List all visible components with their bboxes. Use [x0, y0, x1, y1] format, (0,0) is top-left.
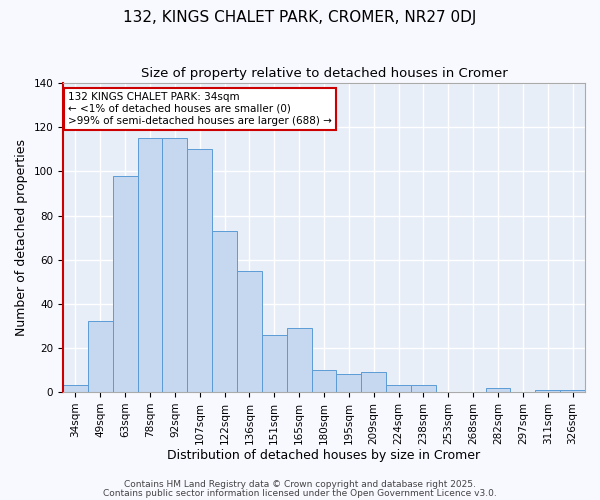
Bar	[485, 388, 511, 392]
Text: 132 KINGS CHALET PARK: 34sqm
← <1% of detached houses are smaller (0)
>99% of se: 132 KINGS CHALET PARK: 34sqm ← <1% of de…	[68, 92, 332, 126]
Bar	[386, 386, 411, 392]
Y-axis label: Number of detached properties: Number of detached properties	[15, 139, 28, 336]
Bar	[311, 370, 337, 392]
X-axis label: Distribution of detached houses by size in Cromer: Distribution of detached houses by size …	[167, 450, 481, 462]
Bar	[337, 374, 361, 392]
Bar	[361, 372, 386, 392]
Text: Contains HM Land Registry data © Crown copyright and database right 2025.: Contains HM Land Registry data © Crown c…	[124, 480, 476, 489]
Bar	[163, 138, 187, 392]
Bar	[535, 390, 560, 392]
Bar	[113, 176, 137, 392]
Bar	[187, 150, 212, 392]
Bar	[262, 334, 287, 392]
Bar	[88, 322, 113, 392]
Bar	[237, 270, 262, 392]
Bar	[63, 386, 88, 392]
Bar	[137, 138, 163, 392]
Bar	[560, 390, 585, 392]
Text: 132, KINGS CHALET PARK, CROMER, NR27 0DJ: 132, KINGS CHALET PARK, CROMER, NR27 0DJ	[124, 10, 476, 25]
Bar	[411, 386, 436, 392]
Bar	[287, 328, 311, 392]
Bar	[212, 231, 237, 392]
Title: Size of property relative to detached houses in Cromer: Size of property relative to detached ho…	[140, 68, 508, 80]
Text: Contains public sector information licensed under the Open Government Licence v3: Contains public sector information licen…	[103, 489, 497, 498]
